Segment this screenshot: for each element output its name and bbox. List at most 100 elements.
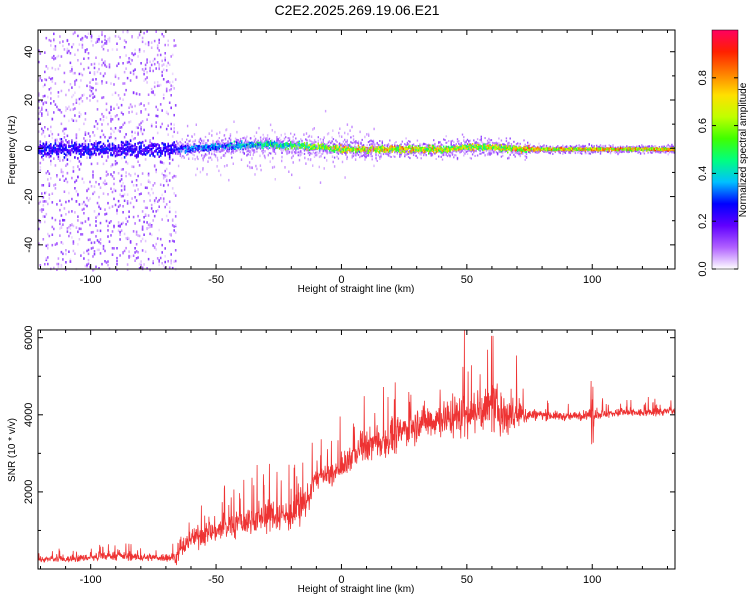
spectrogram-cell <box>147 144 150 148</box>
spectrogram-cell <box>456 140 459 143</box>
spectrogram-cell <box>143 144 145 147</box>
spectrogram-cell <box>391 150 393 153</box>
spectrogram-cell <box>370 143 372 146</box>
spectrogram-cell <box>416 139 419 142</box>
spectrogram-cell <box>147 226 150 229</box>
spectrogram-cell <box>370 155 372 158</box>
spectrogram-cell <box>54 218 57 222</box>
spectrogram-cell <box>135 257 138 260</box>
spectrogram-cell <box>431 154 434 157</box>
spectrogram-cell <box>99 72 102 75</box>
spectrogram-cell <box>374 143 376 146</box>
spectrogram-cell <box>224 137 227 140</box>
spectrogram-cell <box>141 228 144 231</box>
spectrogram-cell <box>98 267 100 270</box>
spectrogram-cell <box>95 82 97 85</box>
spectrogram-cell <box>96 214 99 218</box>
spectrogram-cell <box>470 157 472 160</box>
spectrogram-cell <box>102 181 105 185</box>
spectrogram-cell <box>171 135 174 138</box>
spectrogram-cell <box>119 149 121 153</box>
spectrogram-cell <box>206 144 208 147</box>
spectrogram-cell <box>267 141 269 144</box>
spectrogram-cell <box>128 210 130 213</box>
spectrogram-cell <box>80 38 82 41</box>
spectrogram-cell <box>123 143 126 147</box>
spectrogram-cell <box>458 148 460 151</box>
spectrogram-cell <box>214 145 217 148</box>
spectrogram-cell <box>117 144 120 147</box>
spectrogram-cell <box>369 140 371 143</box>
spectrogram-cell <box>336 144 338 147</box>
spectrogram-cell <box>519 145 521 148</box>
spectrogram-cell <box>140 121 142 125</box>
spectrogram-cell <box>402 150 405 153</box>
spectrogram-cell <box>464 149 466 152</box>
spectrogram-cell <box>494 146 496 149</box>
spectrogram-cell <box>65 261 67 264</box>
spectrogram-cell <box>461 144 464 147</box>
spectrogram-cell <box>135 156 138 159</box>
spectrogram-cell <box>391 147 393 150</box>
spectrogram-cell <box>140 192 142 195</box>
spectrogram-cell <box>218 147 220 150</box>
spectrogram-cell <box>392 146 395 149</box>
spectrogram-cell <box>425 149 427 152</box>
spectrogram-cell <box>137 146 139 150</box>
spectrogram-cell <box>263 146 266 149</box>
spectrogram-cell <box>123 46 126 49</box>
spectrogram-cell <box>430 147 432 150</box>
spectrogram-cell <box>74 146 76 149</box>
spectrogram-cell <box>72 93 75 97</box>
spectrogram-cell <box>357 144 360 147</box>
spectrogram-cell <box>162 174 165 177</box>
spectrogram-cell <box>311 147 313 150</box>
spectrogram-cell <box>39 140 42 143</box>
spectrogram-cell <box>116 209 118 213</box>
spectrogram-cell <box>114 149 117 153</box>
spectrogram-cell <box>158 198 160 202</box>
spectrogram-cell <box>502 152 504 154</box>
spectrogram-cell <box>178 147 180 150</box>
spectrogram-cell <box>45 65 48 68</box>
spectrogram-cell <box>336 140 338 143</box>
spectrogram-cell <box>122 146 124 150</box>
spectrogram-cell <box>63 136 66 139</box>
spectrogram-cell <box>239 146 242 149</box>
spectrogram-cell <box>158 67 160 71</box>
spectrogram-cell <box>158 64 160 67</box>
spectrogram-cell <box>387 149 390 152</box>
spectrogram-cell <box>96 248 99 252</box>
spectrogram-cell <box>186 148 188 151</box>
spectrogram-cell <box>380 153 382 155</box>
spectrogram-cell <box>464 152 466 155</box>
spectrogram-cell <box>167 183 169 187</box>
spectrogram-cell <box>135 126 138 129</box>
spectrogram-cell <box>428 152 430 155</box>
spectrogram-cell <box>149 139 151 142</box>
spectrogram-cell <box>360 152 362 155</box>
spectrogram-cell <box>96 40 99 43</box>
spectrogram-cell <box>456 138 459 141</box>
spectrogram-cell <box>170 127 172 131</box>
spectrogram-cell <box>72 146 75 149</box>
spectrogram-cell <box>173 192 175 195</box>
spectrogram-cell <box>119 193 121 196</box>
spectrogram-cell <box>38 79 40 82</box>
spectrogram-cell <box>143 79 145 82</box>
spectrogram-cell <box>171 85 174 88</box>
spectrogram-cell <box>60 143 63 146</box>
spectrogram-cell <box>532 150 534 153</box>
spectrogram-cell <box>317 152 319 155</box>
spectrogram-cell <box>114 160 117 163</box>
spectrogram-cell <box>321 146 323 149</box>
spectrogram-cell <box>238 148 240 151</box>
spectrogram-cell <box>50 44 52 47</box>
spectrogram-cell <box>272 145 274 148</box>
spectrogram-cell <box>126 31 129 34</box>
spectrogram-cell <box>53 147 55 150</box>
spectrogram-cell <box>165 87 168 91</box>
spectrogram-cell <box>189 146 192 149</box>
spectrogram-cell <box>56 148 58 151</box>
spectrogram-cell <box>171 239 174 243</box>
